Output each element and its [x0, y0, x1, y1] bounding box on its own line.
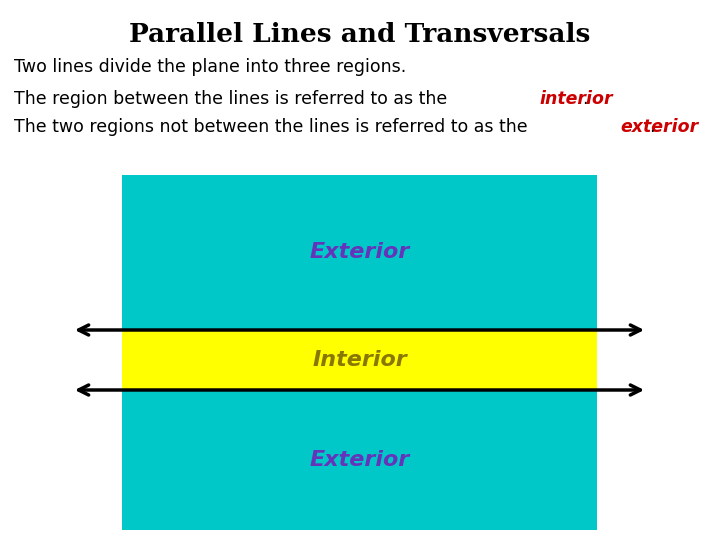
Text: exterior: exterior — [620, 118, 698, 136]
Text: The region between the lines is referred to as the: The region between the lines is referred… — [14, 90, 453, 108]
Text: Exterior: Exterior — [310, 242, 410, 262]
Bar — [122, 390, 597, 530]
Text: Parallel Lines and Transversals: Parallel Lines and Transversals — [130, 22, 590, 47]
Text: .: . — [582, 90, 588, 108]
Text: Interior: Interior — [312, 350, 407, 370]
Text: Exterior: Exterior — [310, 450, 410, 470]
Text: The two regions not between the lines is referred to as the: The two regions not between the lines is… — [14, 118, 533, 136]
Bar — [122, 330, 597, 390]
Text: Two lines divide the plane into three regions.: Two lines divide the plane into three re… — [14, 58, 406, 76]
Bar — [122, 175, 597, 330]
Text: interior: interior — [539, 90, 613, 108]
Text: .: . — [649, 118, 654, 136]
